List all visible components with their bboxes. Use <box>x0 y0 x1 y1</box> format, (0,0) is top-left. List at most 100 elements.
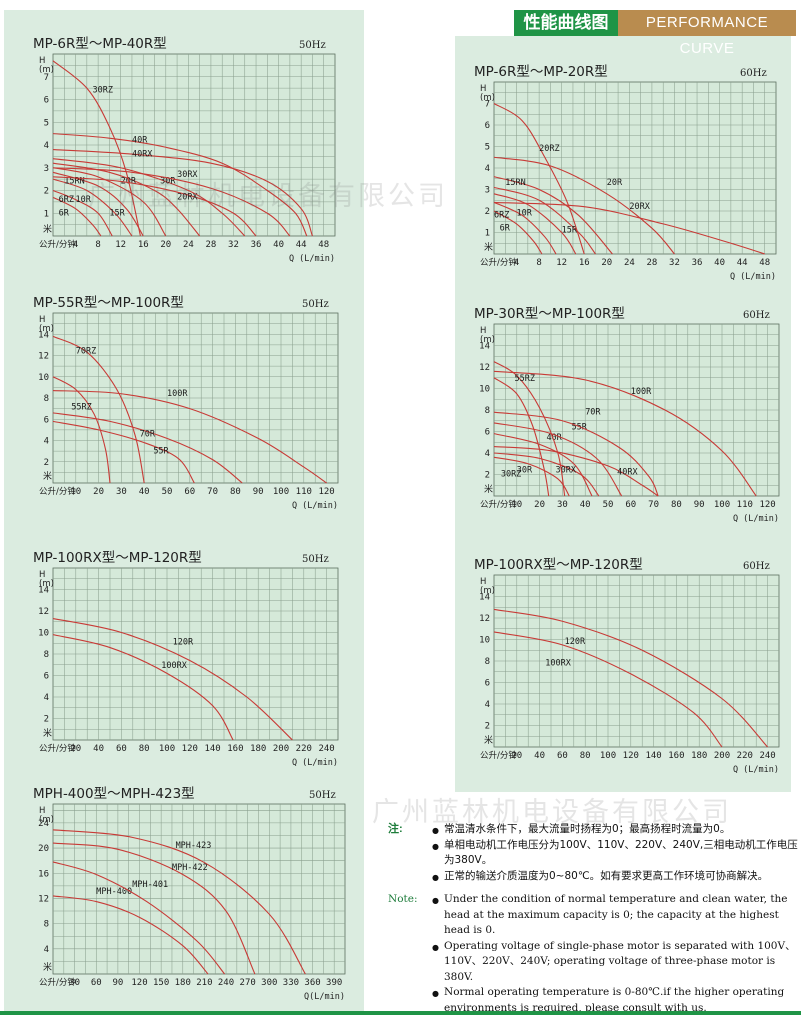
x-tick-label: 16 <box>138 240 149 250</box>
curve-label: MPH-400 <box>96 887 132 897</box>
x-tick-label: 8 <box>95 240 100 250</box>
y-axis-label: H (m) <box>39 56 54 75</box>
curve-30r <box>52 158 246 237</box>
y-tick-label: 6 <box>485 428 490 438</box>
x-axis-label: Q (L/min) <box>733 514 779 524</box>
x-tick-label: 80 <box>230 487 241 497</box>
x-tick-label: 220 <box>296 744 312 754</box>
curve-20rz <box>493 103 585 255</box>
y-tick-label: 2 <box>485 471 490 481</box>
curve-label: 70RZ <box>76 346 96 356</box>
note-en-item: Normal operating temperature is 0-80℃.if… <box>432 985 800 1016</box>
y-axis-label: H (m) <box>480 84 495 103</box>
curve-30rz <box>52 60 141 237</box>
y-tick-label: 2 <box>44 715 49 725</box>
curve-label: 70R <box>585 407 601 417</box>
x-tick-label: 4 <box>514 258 519 268</box>
y-tick-label: 16 <box>38 869 49 879</box>
x-tick-label: 140 <box>645 751 661 761</box>
y-tick-label: 8 <box>44 650 49 660</box>
curve-label: MPH-422 <box>172 863 208 873</box>
y-axis-unit: 米 <box>43 727 52 739</box>
y-tick-label: 3 <box>44 164 49 174</box>
x-tick-label: 40 <box>580 500 591 510</box>
chart-mp55r-mp100r-50hz: MP-55R型～MP-100R型 50Hz 10 20 30 40 50 60 70 80 90 10… <box>33 295 339 513</box>
y-tick-label: 10 <box>479 636 490 646</box>
y-tick-label: 8 <box>44 920 49 930</box>
curve-20rx <box>493 201 765 255</box>
curve-70r <box>493 411 659 497</box>
y-axis-unit: 米 <box>484 241 493 253</box>
x-tick-label: 50 <box>603 500 614 510</box>
x-axis-label: Q (L/min) <box>730 272 776 282</box>
x-tick-label: 200 <box>714 751 730 761</box>
watermark-upper: 广州蓝林机电设备有限公司 <box>88 181 448 212</box>
x-tick-label: 90 <box>112 978 123 988</box>
y-tick-label: 3 <box>485 186 490 196</box>
note-cn-item: 常温清水条件下，最大流量时扬程为0；最高扬程时流量为0。 <box>432 822 800 838</box>
chart-svg: 30 60 90 120 150 180 210 240 270 300 330 360 390 4 8 12… <box>38 803 346 1002</box>
y-tick-label: 4 <box>44 945 49 955</box>
x-tick-label: 120 <box>318 487 334 497</box>
note-en-item: Under the condition of normal temperatur… <box>432 892 800 939</box>
x-tick-label: 40 <box>93 744 104 754</box>
x-tick-label: 12 <box>556 258 567 268</box>
x-tick-label: 110 <box>296 487 312 497</box>
y-tick-label: 2 <box>44 458 49 468</box>
x-tick-label: 36 <box>251 240 262 250</box>
y-tick-label: 14 <box>479 342 490 352</box>
curve-label: 70R <box>140 429 156 439</box>
y-tick-label: 12 <box>479 363 490 373</box>
curve-mph-400 <box>52 895 209 975</box>
x-tick-label: 360 <box>304 978 320 988</box>
curve-30rx <box>52 167 291 237</box>
y-axis-label: H (m) <box>39 570 54 589</box>
y-tick-label: 2 <box>485 207 490 217</box>
chart-title: MPH-400型～MPH-423型 <box>33 786 195 802</box>
x-tick-label: 4 <box>73 240 78 250</box>
x-tick-label: 160 <box>668 751 684 761</box>
curve-55rz <box>52 376 111 484</box>
x-tick-label: 80 <box>139 744 150 754</box>
x-axis-label: Q (L/min) <box>292 501 338 511</box>
y-axis-unit: 米 <box>43 223 52 235</box>
x-tick-label: 48 <box>318 240 329 250</box>
x-tick-label: 390 <box>326 978 342 988</box>
x-tick-label: 30 <box>557 500 568 510</box>
x-tick-label: 30 <box>116 487 127 497</box>
curve-label: 10R <box>76 195 92 205</box>
curve-6rz <box>52 189 113 237</box>
y-tick-label: 8 <box>44 394 49 404</box>
x-tick-label: 60 <box>91 978 102 988</box>
curve-40rx <box>493 446 659 497</box>
curve-label: 20RZ <box>539 144 559 154</box>
y-tick-label: 14 <box>38 586 49 596</box>
x-tick-label: 40 <box>534 751 545 761</box>
y-tick-label: 5 <box>485 143 490 153</box>
curve-label: 55R <box>153 446 169 456</box>
x-tick-label: 32 <box>669 258 680 268</box>
y-tick-label: 1 <box>485 229 490 239</box>
curve-label: 30RZ <box>501 470 521 480</box>
curve-120r <box>493 608 769 748</box>
x-axis-unit-cn: 公升/分钟 <box>480 257 517 268</box>
curve-label: 120R <box>173 637 194 647</box>
curve-15r <box>493 186 596 255</box>
x-tick-label: 270 <box>240 978 256 988</box>
curve-55r <box>52 420 195 484</box>
curve-label: 30R <box>160 177 176 187</box>
chart-svg: 10 20 30 40 50 60 70 80 90 100 110 120 2 4 6 8 10 12 14H (m… <box>479 323 780 524</box>
curve-label: 6R <box>59 209 70 219</box>
y-tick-label: 4 <box>44 437 49 447</box>
y-tick-label: 2 <box>485 722 490 732</box>
y-tick-label: 10 <box>38 629 49 639</box>
y-axis-label: H (m) <box>480 326 495 345</box>
x-axis-unit-cn: 公升/分钟 <box>39 743 76 754</box>
chart-mp100rx-mp120r-50hz: MP-100RX型～MP-120R型 50Hz 20 40 60 80 100 120 140 1… <box>33 550 339 770</box>
x-tick-label: 240 <box>218 978 234 988</box>
x-tick-label: 60 <box>557 751 568 761</box>
curve-20r <box>52 162 201 237</box>
chart-mp6r-mp20r-60hz: MP-6R型～MP-20R型 60Hz 4 8 12 16 20 24 28 32 36 40 44 48… <box>474 64 777 284</box>
curve-label: 120R <box>565 637 586 647</box>
